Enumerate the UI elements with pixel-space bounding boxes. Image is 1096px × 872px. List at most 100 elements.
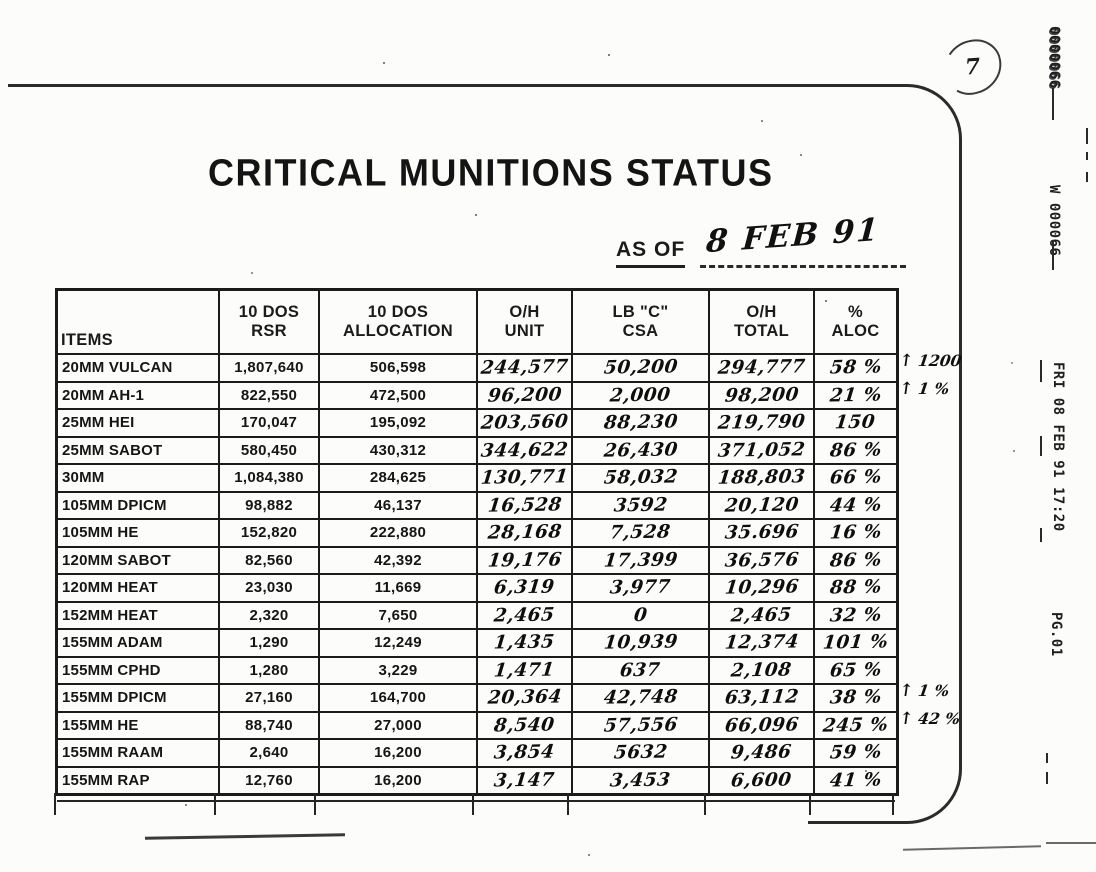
pct_aloc-cell: 86 %: [813, 545, 896, 573]
header-line1: %: [848, 303, 863, 321]
handwritten-value: 371,052: [716, 438, 807, 462]
allocation-cell: 42,392: [318, 545, 476, 573]
typed-value: 2,320: [249, 606, 289, 624]
margin-note-text: 42 %: [916, 708, 962, 728]
lb_c_csa-cell: 58,032: [571, 463, 708, 491]
handwritten-value: 3592: [612, 494, 669, 517]
typed-value: 27,160: [245, 689, 293, 707]
typed-value: 11,669: [374, 579, 422, 597]
handwritten-value: 219,790: [716, 411, 807, 435]
column-stub: [892, 793, 894, 815]
allocation-cell: 11,669: [318, 573, 476, 601]
column-stub: [567, 793, 569, 815]
handwritten-line: [144, 833, 346, 840]
fax-dash: [1052, 88, 1054, 120]
oh_unit-cell: 19,176: [476, 545, 571, 573]
item-cell: 155MM HE: [58, 710, 218, 739]
lb_c_csa-cell: 88,230: [571, 408, 708, 436]
pct_aloc-cell: 58 %: [813, 353, 896, 381]
allocation-cell: 16,200: [318, 765, 476, 793]
handwritten-value: 2,000: [609, 384, 672, 407]
typed-value: 472,500: [369, 386, 427, 404]
oh_total-cell: 36,576: [708, 545, 813, 573]
handwritten-value: 3,147: [493, 769, 556, 792]
header-line1: LB "C": [612, 303, 669, 321]
column-header-allocation: 10 DOS ALLOCATION: [318, 291, 476, 353]
typed-value: 27,000: [374, 716, 422, 734]
handwritten-value: 3,854: [493, 741, 556, 764]
typed-value: 430,312: [369, 441, 427, 459]
typed-value: 42,392: [374, 551, 422, 569]
column-header-rsr: 10 DOS RSR: [218, 291, 318, 353]
typed-value: 120MM HEAT: [62, 579, 158, 597]
handwritten-value: 6,319: [493, 576, 556, 599]
fax-dash: [1086, 172, 1088, 182]
scan-line: [902, 845, 1042, 851]
rsr-cell: 27,160: [218, 683, 318, 711]
oh_unit-cell: 6,319: [476, 573, 571, 601]
column-stub: [809, 793, 811, 815]
item-cell: 155MM RAP: [58, 765, 218, 794]
rsr-cell: 82,560: [218, 545, 318, 573]
column-stub: [472, 793, 474, 815]
rsr-cell: 2,640: [218, 738, 318, 766]
rsr-cell: 1,290: [218, 628, 318, 656]
oh_total-cell: 6,600: [708, 765, 813, 793]
typed-value: 195,092: [369, 414, 427, 432]
margin-note-text: 1 %: [916, 378, 951, 398]
typed-value: 152,820: [240, 524, 298, 542]
oh_unit-cell: 130,771: [476, 463, 571, 491]
pct_aloc-cell: 245 %: [813, 710, 896, 738]
column-stub: [214, 793, 216, 815]
typed-value: 20MM AH-1: [62, 386, 145, 404]
handwritten-value: 63,112: [723, 686, 800, 709]
scan-line: [1046, 842, 1096, 844]
rsr-cell: 1,280: [218, 655, 318, 683]
handwritten-value: 17,399: [602, 549, 679, 572]
lb_c_csa-cell: 42,748: [571, 683, 708, 711]
rsr-cell: 170,047: [218, 408, 318, 436]
typed-value: 152MM HEAT: [62, 606, 158, 624]
rsr-cell: 1,807,640: [218, 353, 318, 381]
handwritten-value: 2,465: [493, 604, 556, 627]
header-line2: ITEMS: [61, 331, 113, 349]
handwritten-value: 5632: [612, 741, 669, 764]
typed-value: 25MM SABOT: [62, 441, 163, 459]
oh_total-cell: 12,374: [708, 628, 813, 656]
page-title: CRITICAL MUNITIONS STATUS: [208, 150, 774, 194]
typed-value: 16,200: [374, 771, 422, 789]
allocation-cell: 3,229: [318, 655, 476, 683]
margin-note: ↑ 1 %: [898, 379, 951, 399]
item-cell: 152MM HEAT: [58, 600, 218, 629]
fax-dash: [1052, 240, 1054, 270]
lb_c_csa-cell: 57,556: [571, 710, 708, 738]
handwritten-value: 88,230: [602, 411, 679, 434]
typed-value: 88,740: [245, 716, 293, 734]
typed-value: 155MM HE: [62, 716, 139, 734]
item-cell: 20MM AH-1: [58, 380, 218, 409]
oh_total-cell: 9,486: [708, 738, 813, 766]
fax-timestamp: FRI 08 FEB 91 17:20: [1050, 362, 1066, 532]
oh_total-cell: 66,096: [708, 710, 813, 738]
fax-dash: [1046, 772, 1048, 784]
handwritten-value: 35.696: [723, 521, 800, 544]
handwritten-value: 86 %: [828, 439, 883, 462]
rsr-cell: 88,740: [218, 710, 318, 738]
oh_unit-cell: 203,560: [476, 408, 571, 436]
item-cell: 155MM RAAM: [58, 738, 218, 766]
rsr-cell: 98,882: [218, 490, 318, 518]
handwritten-value: 7,528: [609, 521, 672, 544]
oh_total-cell: 2,465: [708, 600, 813, 628]
handwritten-value: 57,556: [602, 714, 679, 737]
up-arrow-icon: ↑: [897, 378, 915, 399]
margin-note-text: 1 %: [916, 681, 951, 700]
handwritten-value: 637: [619, 659, 662, 682]
handwritten-value: 66 %: [828, 466, 883, 489]
handwritten-value: 44 %: [828, 494, 883, 517]
fax-dash: [1040, 436, 1042, 456]
circled-page-number-value: 7: [964, 53, 982, 81]
handwritten-value: 101 %: [821, 631, 890, 654]
fax-stamp-top: 0000066: [1046, 26, 1062, 89]
handwritten-value: 203,560: [479, 411, 570, 435]
pct_aloc-cell: 21 %: [813, 380, 896, 408]
